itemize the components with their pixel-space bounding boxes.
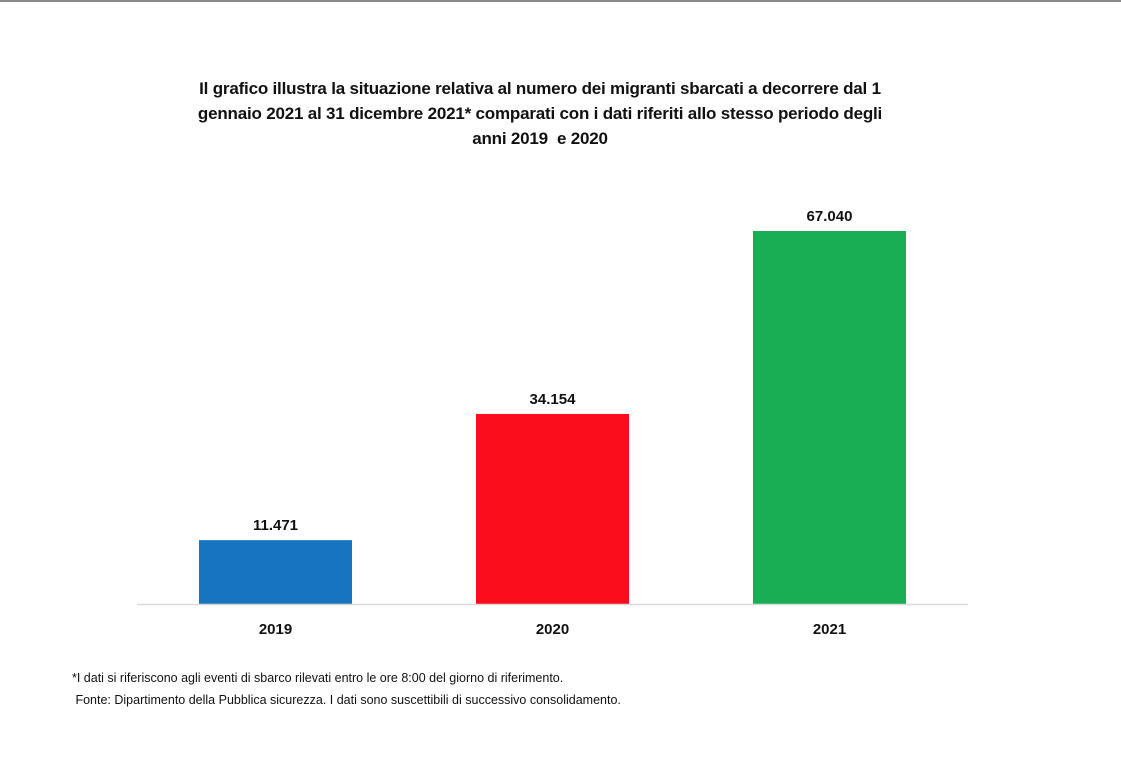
data-label: 11.471 — [253, 517, 298, 534]
bar-2020 — [476, 413, 629, 604]
chart-title-line: Il grafico illustra la situazione relati… — [199, 79, 881, 98]
data-label: 67.040 — [807, 208, 853, 225]
chart-title: Il grafico illustra la situazione relati… — [140, 76, 940, 151]
top-border — [0, 0, 1121, 2]
footnote-source: Fonte: Dipartimento della Pubblica sicur… — [72, 693, 621, 707]
chart-title-line: gennaio 2021 al 31 dicembre 2021* compar… — [197, 104, 883, 123]
chart-title-line: anni 2019 e 2020 — [472, 129, 608, 148]
x-tick-label: 2021 — [813, 621, 846, 638]
footnotes: *I dati si riferiscono agli eventi di sb… — [72, 667, 621, 711]
bar-2021 — [753, 231, 906, 604]
data-label: 34.154 — [530, 391, 577, 408]
footnote-asterisk: *I dati si riferiscono agli eventi di sb… — [72, 671, 564, 685]
x-tick-label: 2019 — [259, 621, 292, 638]
bar-2019 — [199, 540, 352, 604]
x-tick-label: 2020 — [536, 621, 569, 638]
